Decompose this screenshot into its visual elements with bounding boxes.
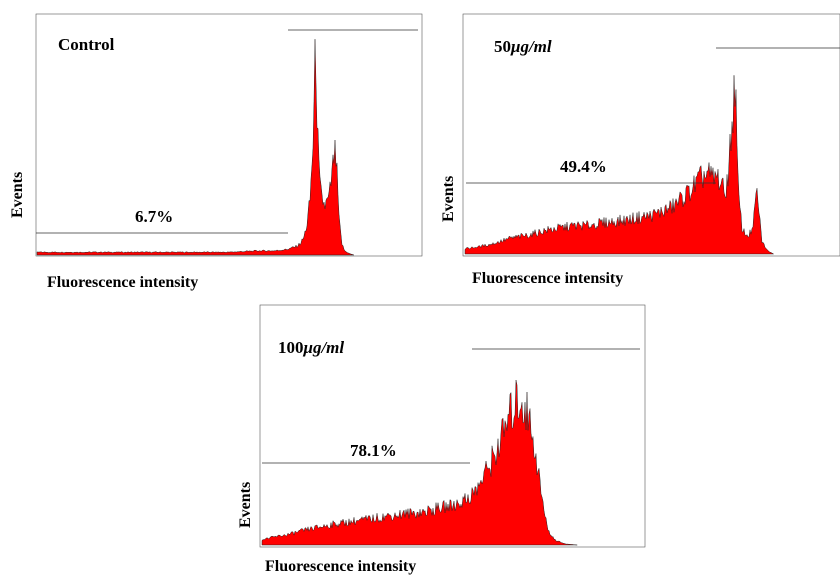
x-axis-label: Fluorescence intensity [47,274,198,291]
x-axis-label: Fluorescence intensity [265,558,416,575]
y-axis-label: Events [9,172,26,218]
histogram-area [464,75,775,255]
panel-50ugml: 50μg/ml 49.4% Events Fluorescence intens… [440,13,840,287]
plot-frame [259,304,646,548]
y-axis-label: Events [237,482,254,528]
panel-title: 50μg/ml [494,37,552,56]
x-axis-label: Fluorescence intensity [472,270,623,287]
percent-label: 78.1% [350,441,397,460]
panel-100ugml: 100μg/ml 78.1% Events Fluorescence inten… [237,304,646,575]
title-unit: μg/ml [510,37,552,56]
panel-control: Control 6.7% Events Fluorescence intensi… [9,13,423,291]
percent-label: 49.4% [560,157,607,176]
plot-frame [35,13,423,257]
title-value: 100 [278,338,304,357]
title-unit: μg/ml [303,338,345,357]
histogram-area [36,39,354,256]
y-axis-label: Events [440,176,457,222]
panel-title: Control [58,35,115,54]
percent-label: 6.7% [135,207,173,226]
plot-frame [462,13,840,257]
histogram-area [261,379,578,546]
title-value: 50 [494,37,511,56]
panel-title: 100μg/ml [278,338,344,357]
